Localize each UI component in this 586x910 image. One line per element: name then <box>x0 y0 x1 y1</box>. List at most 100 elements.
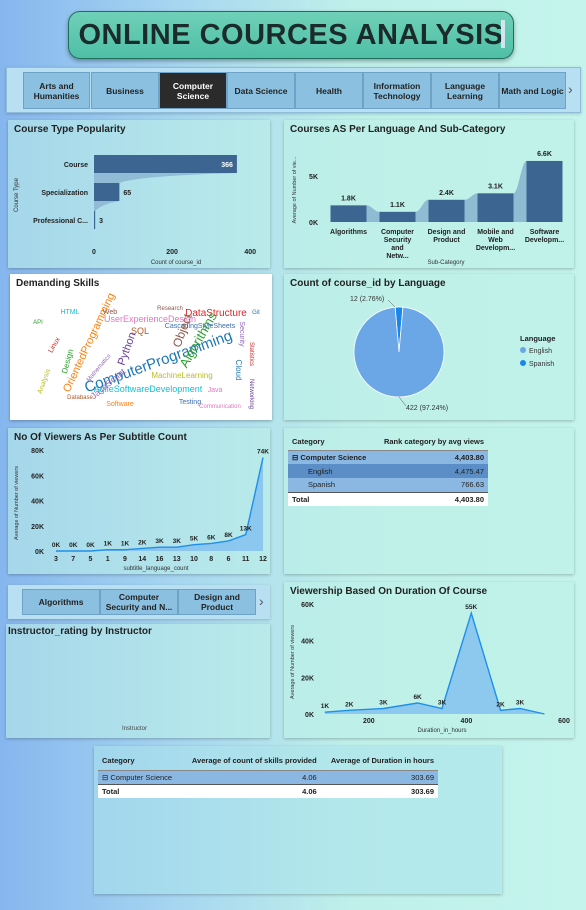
column-header: Average of count of skills provided <box>191 756 317 766</box>
wordcloud: ComputerProgrammingAlgorithmsDataStructu… <box>33 291 260 410</box>
bar <box>330 205 367 222</box>
skills-wordcloud-panel: Demanding Skills ComputerProgramming Algo… <box>10 274 272 420</box>
ribbon <box>94 173 237 183</box>
tab-business[interactable]: Business <box>91 72 159 109</box>
bar <box>94 211 96 229</box>
chart-title: Course Type Popularity <box>14 124 126 135</box>
tab-language-learning[interactable]: Language Learning <box>431 72 499 109</box>
ribbon <box>94 201 120 211</box>
data-label: 6.6K <box>537 151 552 158</box>
wordcloud-word: SQL <box>131 326 149 336</box>
category-label: Course <box>64 162 88 169</box>
subtab-computer-security[interactable]: Computer Security and N... <box>100 589 178 615</box>
tick-label: 5 <box>89 556 93 563</box>
chevron-right-icon[interactable]: › <box>568 81 573 97</box>
wordcloud-word: HTML <box>60 309 79 316</box>
category-label: and <box>391 245 403 252</box>
rank-table: Category Rank category by avg views ⊟ Co… <box>288 434 488 506</box>
tick-label: 80K <box>31 448 44 455</box>
wordcloud-word: Analysis <box>37 368 53 395</box>
axis-label: Instructor <box>122 726 148 732</box>
tick-label: 0K <box>35 549 44 556</box>
data-label: 3K <box>155 538 164 545</box>
category-label: Web <box>488 237 503 244</box>
wordcloud-word: Research <box>157 306 183 312</box>
tick-label: 6 <box>227 556 231 563</box>
tick-label: 0K <box>309 220 318 227</box>
wordcloud-word: DataStructure <box>185 308 247 319</box>
rank-table-panel: Category Rank category by avg views ⊟ Co… <box>284 428 574 574</box>
series-line <box>324 610 545 715</box>
subcategory-panel: Courses AS Per Language And Sub-Category… <box>284 120 574 268</box>
data-label: 3K <box>438 700 447 707</box>
duration-viewers-chart: 0K 20K 40K 60K 1K 2K 3K 6K 3K 55K 2K 3K 200 400 600 Dur… <box>290 602 570 734</box>
tab-computer-science[interactable]: Computer Science <box>159 72 227 109</box>
axis-label: Course Type <box>14 177 20 212</box>
table-row[interactable]: ⊟ Computer Science 4,403.80 <box>288 450 488 464</box>
wordcloud-word: Communication <box>199 404 241 410</box>
table-total-row: Total 4.06 303.69 <box>98 784 438 798</box>
subcategory-slicer: Algorithms Computer Security and N... De… <box>8 585 270 619</box>
tick-label: 13 <box>173 556 181 563</box>
column-header: Category <box>102 756 135 766</box>
chart-title: Instructor_rating by Instructor <box>8 626 152 637</box>
tab-math-and-logic[interactable]: Math and Logic <box>499 72 566 109</box>
bar <box>428 199 465 222</box>
duration-viewers-panel: Viewership Based On Duration Of Course 0… <box>284 582 574 738</box>
data-label: 1K <box>121 541 130 548</box>
table-row[interactable]: Spanish 766.63 <box>288 478 488 492</box>
axis-label: Average of Number of viewers <box>14 466 20 540</box>
data-label: 3K <box>516 700 525 707</box>
axis-label: Average of Number of viewers <box>290 625 296 699</box>
data-label: 3K <box>379 700 388 707</box>
data-label: 65 <box>123 190 131 197</box>
data-label: 1K <box>321 703 330 710</box>
tick-label: 400 <box>461 718 473 725</box>
tab-arts-and-humanities[interactable]: Arts and Humanities <box>23 72 90 109</box>
category-label: Design and <box>428 229 466 236</box>
data-label: 2K <box>345 701 354 708</box>
data-label: 12 (2.76%) <box>350 296 384 303</box>
wordcloud-word: AgileSoftwareDevelopment <box>94 384 203 394</box>
category-label: Developm... <box>525 237 564 244</box>
table-total-row: Total 4,403.80 <box>288 492 488 506</box>
subtab-algorithms[interactable]: Algorithms <box>22 589 100 615</box>
tick-label: 0 <box>92 249 96 256</box>
subtitle-viewers-chart: 0K 20K 40K 60K 80K 0K 0K 0K 1K 1K 2K 3K 3K 5K 6K 8K 13K 7… <box>14 448 269 572</box>
data-label: 1K <box>104 541 113 548</box>
bar <box>94 155 237 173</box>
collapse-icon[interactable]: ⊟ <box>102 772 109 782</box>
wordcloud-word: Java <box>208 387 223 394</box>
chevron-right-icon[interactable]: › <box>259 593 264 609</box>
data-label: 422 (97.24%) <box>406 405 448 412</box>
area-fill <box>56 457 263 551</box>
tick-label: 8 <box>209 556 213 563</box>
tick-label: 10 <box>190 556 198 563</box>
data-label: 1.1K <box>390 202 405 209</box>
collapse-icon[interactable]: ⊟ <box>292 452 299 462</box>
course-type-panel: Course Type Popularity Course 366 Speciali… <box>8 120 270 268</box>
wordcloud-word: UserExperienceDesign <box>104 314 196 324</box>
data-label: 1.8K <box>341 195 356 202</box>
category-slicer: Arts and Humanities Business Computer Sc… <box>6 67 581 113</box>
subtab-design-and-product[interactable]: Design and Product <box>178 589 256 615</box>
data-label: 5K <box>190 536 199 543</box>
language-pie-chart: 12 (2.76%) 422 (97.24%) Language English Spa… <box>350 296 555 412</box>
axis-label: Duration_in_hours <box>417 728 466 734</box>
data-label: 3.1K <box>488 183 503 190</box>
title-banner: ONLINE COURCES ANALYSIS <box>68 11 514 59</box>
tick-label: 20K <box>301 675 314 682</box>
table-row[interactable]: English 4,475.47 <box>288 464 488 478</box>
data-label: 3K <box>173 538 182 545</box>
tab-information-technology[interactable]: Information Technology <box>363 72 431 109</box>
data-label: 0K <box>86 542 95 549</box>
wordcloud-word: Statistics <box>248 342 254 366</box>
data-label: 6K <box>207 534 216 541</box>
skills-duration-table-panel: Category Average of count of skills prov… <box>94 746 502 894</box>
tab-data-science[interactable]: Data Science <box>227 72 295 109</box>
tab-health[interactable]: Health <box>295 72 363 109</box>
tick-label: 0K <box>305 712 314 719</box>
tick-label: 14 <box>138 556 146 563</box>
table-row[interactable]: ⊟ Computer Science 4.06 303.69 <box>98 770 438 784</box>
subcategory-chart: 1.8K Algorithms 1.1K ComputerSecurityandNet… <box>292 151 564 266</box>
